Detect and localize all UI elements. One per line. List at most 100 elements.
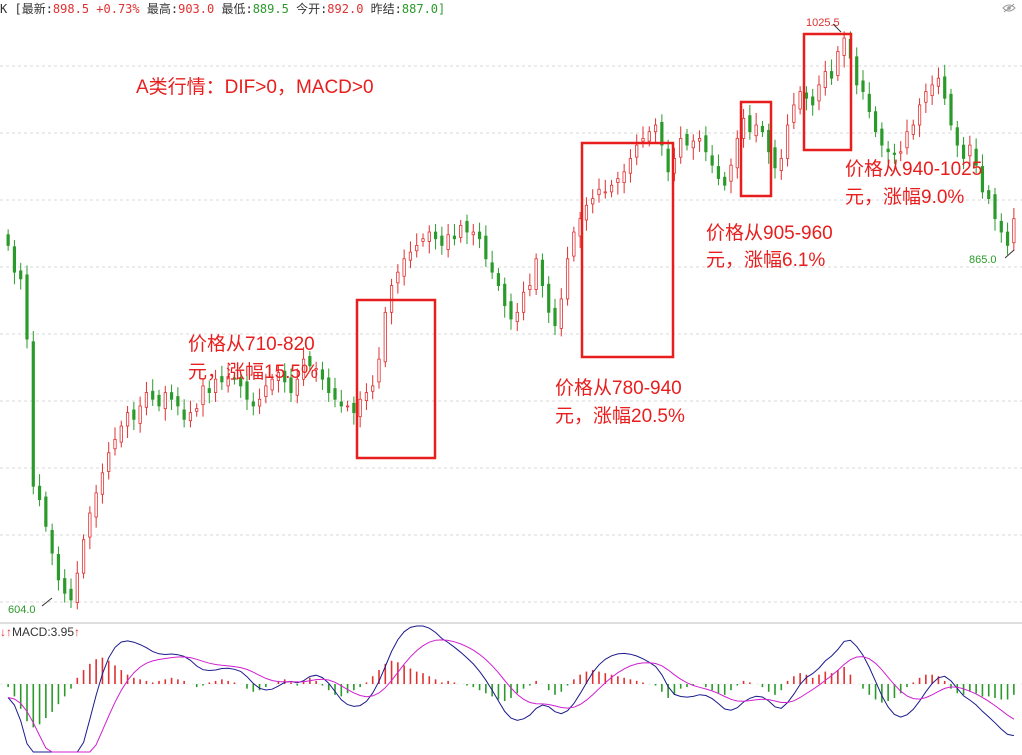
candle-body xyxy=(509,301,513,320)
candle-body xyxy=(741,117,746,139)
candle-body xyxy=(283,370,287,383)
candle-body xyxy=(289,377,293,393)
candle-body xyxy=(735,137,739,169)
annotation-1-line1: 价格从710-820 xyxy=(188,334,315,355)
candle-body xyxy=(270,378,274,391)
candle-body xyxy=(861,80,865,92)
candle-body xyxy=(56,554,61,581)
candle-body xyxy=(125,412,130,427)
candle-body xyxy=(704,135,708,153)
candle-body xyxy=(157,394,161,407)
candle-body xyxy=(609,184,614,193)
candle-body xyxy=(12,246,17,273)
candle-body xyxy=(553,307,557,327)
candle-body xyxy=(6,234,10,246)
annotation-2-line1: 价格从780-940 xyxy=(555,378,682,399)
high-label: 最高: xyxy=(146,2,179,16)
candle-body xyxy=(641,137,645,142)
candle-body xyxy=(308,356,312,367)
candle-body xyxy=(760,125,765,133)
candle-body xyxy=(603,191,607,194)
quote-header: K [最新:898.5 +0.73% 最高:903.0 最低:889.5 今开:… xyxy=(0,0,1022,18)
candle-body xyxy=(899,151,903,154)
candle-body xyxy=(490,262,494,273)
candle-body xyxy=(823,71,827,88)
candle-body xyxy=(691,140,695,149)
candle-body xyxy=(547,283,551,313)
candle-body xyxy=(968,144,972,157)
candle-body xyxy=(81,539,86,574)
annotation-2-line2: 元，涨幅20.5% xyxy=(555,406,685,427)
candle-body xyxy=(257,398,262,407)
candle-body xyxy=(559,298,563,329)
candle-body xyxy=(195,408,199,412)
candle-body xyxy=(107,452,111,472)
candle-body xyxy=(943,76,947,99)
candle-body xyxy=(1012,218,1016,244)
headline-annotation: A类行情：DIF>0，MACD>0 xyxy=(136,77,374,98)
candle-body xyxy=(710,155,714,166)
candle-body xyxy=(75,572,79,604)
last-low-arrow-icon xyxy=(1004,249,1015,259)
latest-value: 898.5 xyxy=(52,2,90,16)
candle-body xyxy=(949,93,953,126)
candle-body xyxy=(917,104,922,126)
eye-icon[interactable] xyxy=(1002,3,1016,13)
candle-body xyxy=(685,133,689,146)
rally-box-3 xyxy=(739,100,773,198)
candle-body xyxy=(961,144,966,159)
candle-body xyxy=(591,198,595,205)
candle-body xyxy=(748,115,752,133)
candle-body xyxy=(19,270,23,280)
candle-body xyxy=(163,392,167,410)
candle-body xyxy=(213,378,218,393)
candle-body xyxy=(25,274,29,340)
candle-body xyxy=(880,128,884,146)
candle-body xyxy=(666,148,670,173)
candle-body xyxy=(251,401,255,407)
candle-body xyxy=(521,291,526,313)
candle-body xyxy=(188,412,193,422)
candle-body xyxy=(402,258,406,277)
candle-body xyxy=(446,234,450,250)
candle-body xyxy=(31,341,35,487)
annotation-1-line2: 元，涨幅15.5% xyxy=(188,362,318,383)
annotation-3-line1: 价格从905-960 xyxy=(706,223,833,244)
candle-body xyxy=(911,124,915,135)
candle-body xyxy=(930,84,934,96)
candle-body xyxy=(176,396,180,407)
candle-body xyxy=(723,176,727,186)
candle-body xyxy=(534,258,538,290)
candle-body xyxy=(364,392,369,402)
candle-body xyxy=(635,144,639,158)
candle-body xyxy=(1005,231,1010,246)
candle-body xyxy=(660,121,664,146)
macd-up-arrow-icon-2: ↑ xyxy=(74,625,81,639)
candle-body xyxy=(886,148,890,153)
candle-body xyxy=(503,283,507,307)
candle-body xyxy=(301,358,306,380)
candle-body xyxy=(528,285,532,290)
macd-down-arrow-icon: ↓ xyxy=(0,625,6,639)
open-label: 今开: xyxy=(296,2,328,16)
annotation-4-line2: 元，涨幅9.0% xyxy=(845,187,965,208)
candle-body xyxy=(936,77,941,87)
candle-body xyxy=(572,231,576,257)
candle-body xyxy=(679,137,683,158)
candle-body xyxy=(383,311,387,363)
candle-body xyxy=(993,194,997,220)
candle-body xyxy=(779,158,783,171)
candle-body xyxy=(471,231,475,236)
candle-body xyxy=(729,164,733,182)
candle-body xyxy=(314,368,318,371)
candle-body xyxy=(113,438,117,450)
dif-line xyxy=(7,625,1014,753)
candle-body xyxy=(245,381,249,400)
candle-body xyxy=(496,273,501,286)
macd-value: MACD:3.95 xyxy=(12,625,75,639)
prev-settle-value: 887.0] xyxy=(401,2,446,16)
candle-body xyxy=(94,492,98,518)
candle-body xyxy=(785,124,790,159)
candle-body xyxy=(220,376,224,383)
macd-up-arrow-icon: ↑ xyxy=(6,625,12,639)
